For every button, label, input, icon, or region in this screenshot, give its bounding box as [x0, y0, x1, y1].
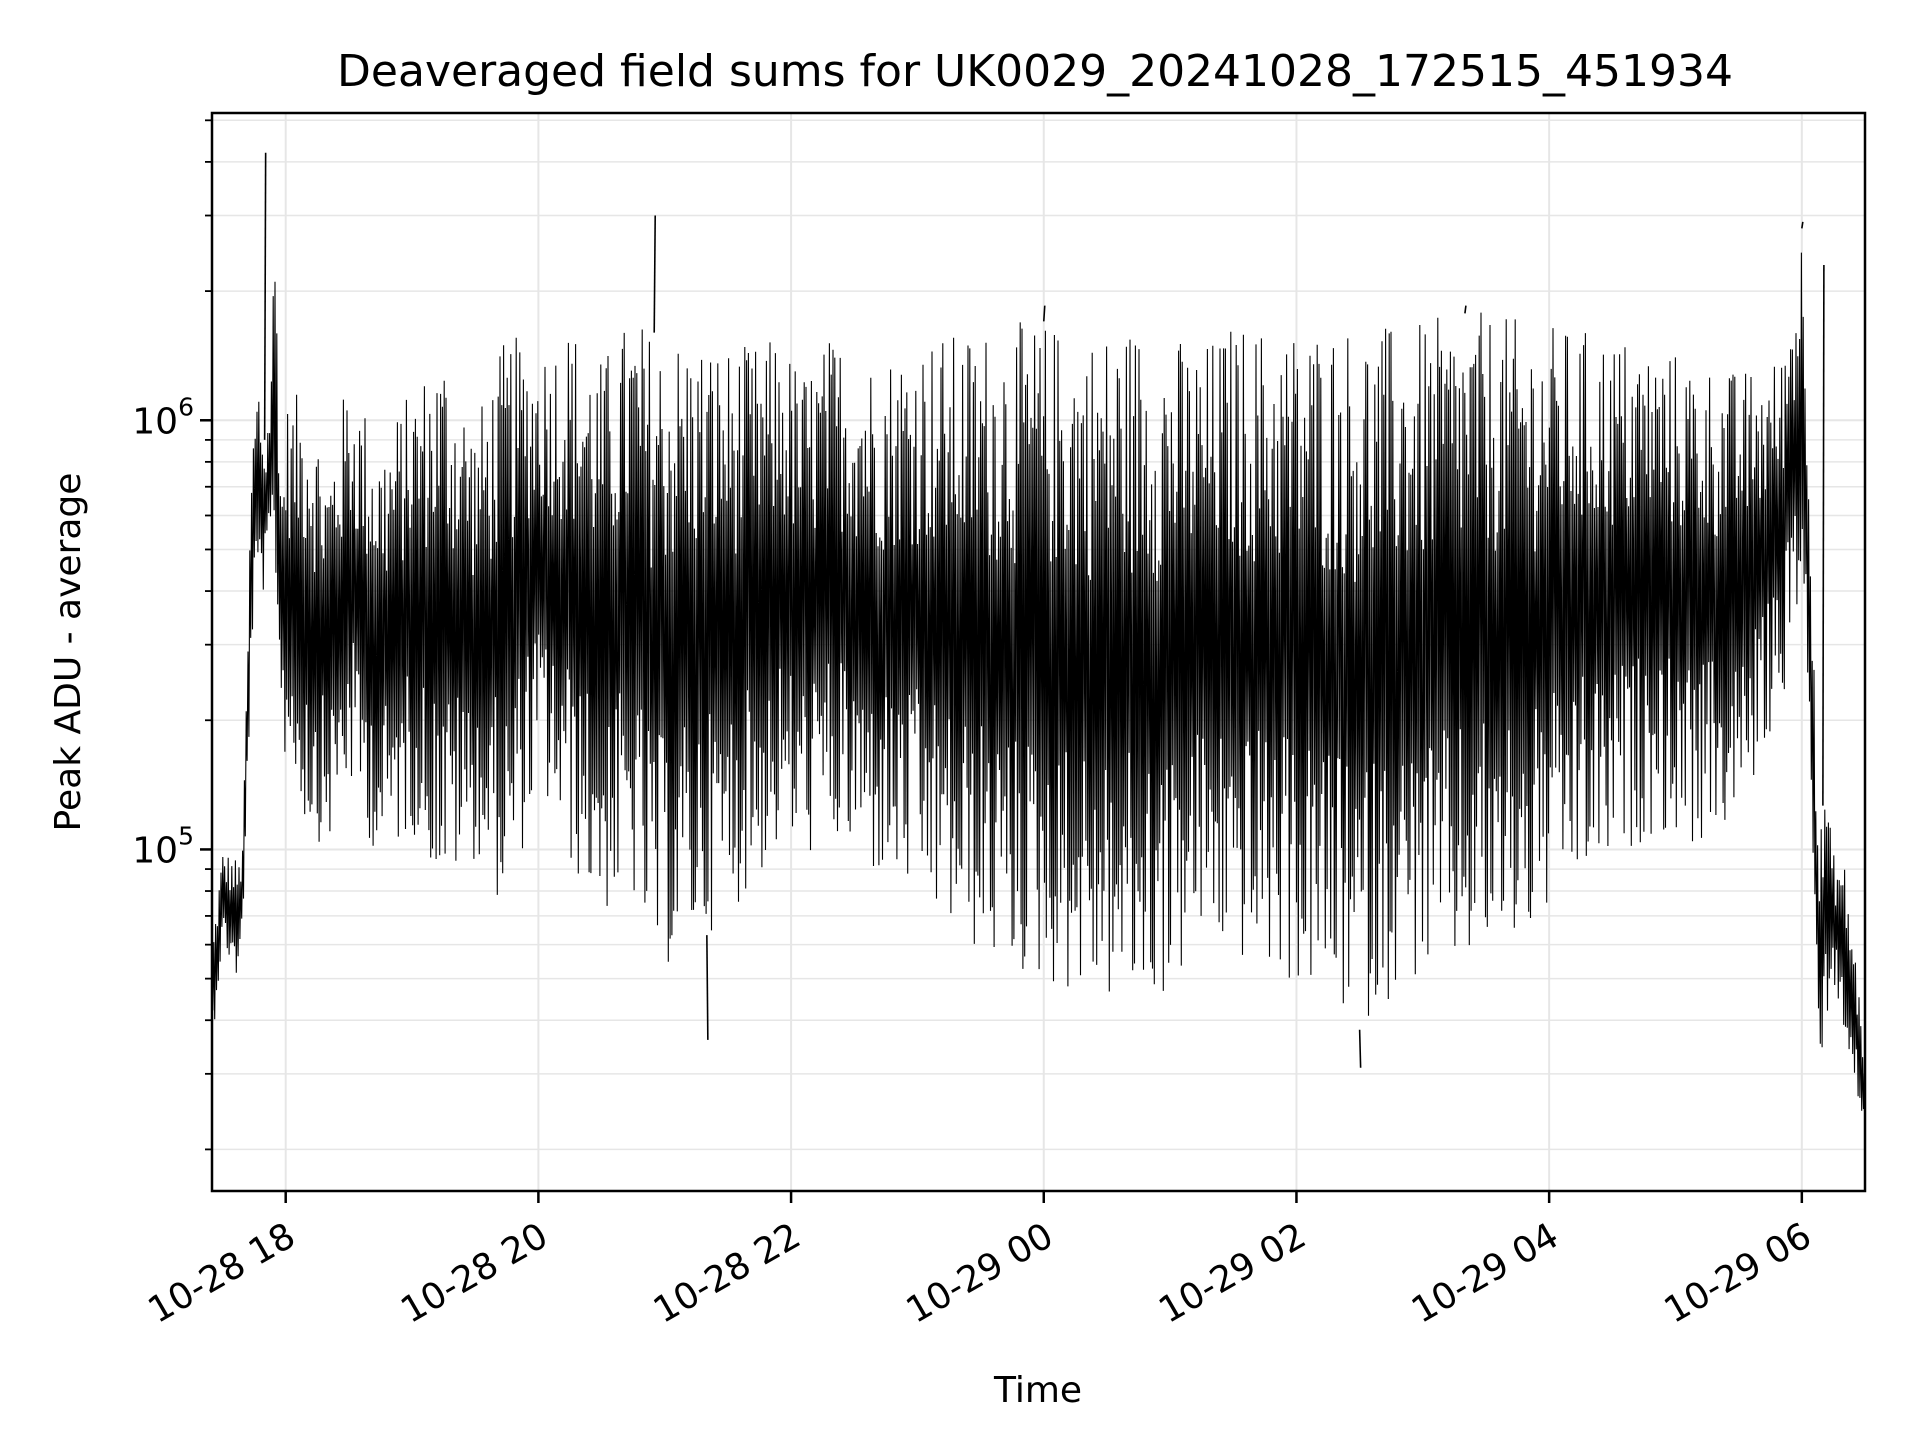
- series-spike: [706, 935, 709, 1040]
- y-tick-label: 106: [132, 392, 194, 442]
- y-axis-label: Peak ADU - average: [48, 473, 89, 832]
- x-tick-label: 10-29 00: [900, 1215, 1061, 1331]
- y-tick-label: 105: [132, 821, 194, 871]
- x-tick-label: 10-29 02: [1152, 1215, 1313, 1331]
- series-spike: [1464, 305, 1467, 314]
- plot-frame: [210, 111, 1867, 1193]
- x-tick-label: 10-28 20: [394, 1215, 555, 1331]
- plot-area: [211, 152, 1865, 1111]
- x-tick-label: 10-29 06: [1658, 1215, 1819, 1331]
- x-tick-label: 10-28 18: [142, 1215, 303, 1331]
- y-axis: 105 106: [132, 119, 212, 1151]
- x-tick-label: 10-28 22: [647, 1215, 808, 1331]
- series-spike: [263, 152, 267, 440]
- series-line: [211, 252, 1865, 1111]
- x-axis-label: Time: [993, 1370, 1082, 1411]
- series-spike: [1801, 221, 1804, 229]
- series-spike: [1822, 265, 1825, 806]
- series-spike: [653, 215, 657, 333]
- x-tick-label: 10-29 04: [1405, 1215, 1566, 1331]
- series-spike: [1042, 305, 1046, 322]
- x-axis: 10-28 18 10-28 20 10-28 22 10-29 00 10-29 02…: [142, 1191, 1819, 1332]
- chart-title: Deaveraged field sums for UK0029_2024102…: [337, 46, 1733, 97]
- series-spike: [1358, 1029, 1362, 1068]
